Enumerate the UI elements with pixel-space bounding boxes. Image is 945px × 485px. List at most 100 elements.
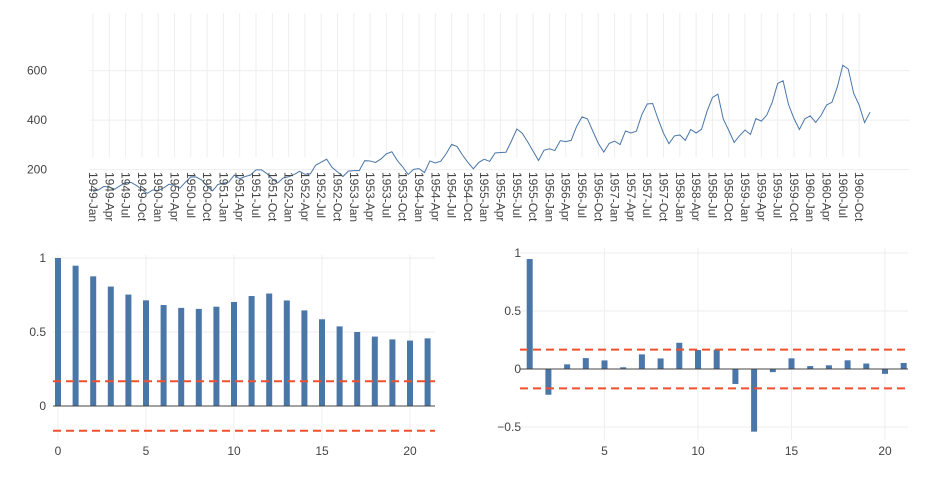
x-tick-label: 1959-Oct xyxy=(787,172,801,222)
acf-bar xyxy=(213,306,220,406)
acf-bar xyxy=(301,310,308,406)
acf-bar xyxy=(107,286,114,406)
x-tick-label: 1950-Jul xyxy=(184,172,198,218)
acf-bar xyxy=(657,358,664,369)
x-tick-label: 1957-Oct xyxy=(657,172,671,222)
x-tick-label: 10 xyxy=(227,444,241,458)
acf-bar xyxy=(526,259,533,369)
x-tick-label: 1959-Jan xyxy=(738,172,752,222)
x-tick-label: 1950-Oct xyxy=(200,172,214,222)
acf-bar xyxy=(178,307,185,406)
x-tick-label: 1953-Oct xyxy=(396,172,410,222)
acf-bar xyxy=(582,358,589,369)
acf-bar xyxy=(283,300,290,406)
x-tick-label: 1954-Oct xyxy=(461,172,475,222)
x-tick-label: 1957-Jul xyxy=(640,172,654,218)
y-tick-label: 0 xyxy=(39,399,46,413)
x-tick-label: 1958-Jan xyxy=(673,172,687,222)
acf-bar xyxy=(354,332,361,406)
acf-bar xyxy=(713,349,720,369)
x-tick-label: 1951-Oct xyxy=(265,172,279,222)
x-tick-label: 1949-Jul xyxy=(119,172,133,218)
x-tick-label: 1958-Apr xyxy=(689,172,703,221)
x-tick-label: 1951-Jan xyxy=(216,172,230,222)
x-tick-label: 1955-Oct xyxy=(526,172,540,222)
y-tick-label: 600 xyxy=(27,64,47,78)
y-tick-label: −0.5 xyxy=(497,420,521,434)
y-tick-label: 200 xyxy=(27,163,47,177)
x-tick-label: 15 xyxy=(315,444,329,458)
acf-bar xyxy=(863,363,870,369)
x-tick-label: 1958-Oct xyxy=(722,172,736,222)
x-tick-label: 1951-Jul xyxy=(249,172,263,218)
acf-bar xyxy=(769,369,776,373)
x-tick-label: 1957-Jan xyxy=(608,172,622,222)
x-tick-label: 1958-Jul xyxy=(705,172,719,218)
x-tick-label: 20 xyxy=(403,444,417,458)
x-tick-label: 1956-Apr xyxy=(559,172,573,221)
y-tick-label: 400 xyxy=(27,113,47,127)
acf-bar xyxy=(601,360,608,369)
acf-bar xyxy=(424,338,431,406)
acf-bar xyxy=(125,294,132,406)
acf-bar xyxy=(195,308,202,406)
acf-bar xyxy=(695,349,701,369)
x-tick-label: 1954-Apr xyxy=(428,172,442,221)
acf-bar xyxy=(371,336,378,406)
acf-bar xyxy=(732,369,739,384)
x-tick-label: 1952-Jan xyxy=(282,172,296,222)
acf-bar xyxy=(231,301,237,406)
x-tick-label: 1959-Apr xyxy=(754,172,768,221)
acf-bar xyxy=(564,364,571,369)
x-tick-label: 20 xyxy=(878,444,892,458)
x-tick-label: 1960-Jan xyxy=(803,172,817,222)
acf-bar xyxy=(620,367,627,369)
x-tick-label: 1957-Apr xyxy=(624,172,638,221)
acf-bar xyxy=(807,366,814,369)
x-tick-label: 1960-Apr xyxy=(820,172,834,221)
acf-bar xyxy=(72,265,79,406)
y-tick-label: 0.5 xyxy=(504,304,521,318)
acf-bar xyxy=(844,360,851,369)
x-tick-label: 1959-Jul xyxy=(771,172,785,218)
x-tick-label: 1953-Jul xyxy=(379,172,393,218)
pacf-chart: −0.500.515 10 15 20 xyxy=(497,246,908,458)
acf-bar xyxy=(90,276,97,406)
acf-bar xyxy=(751,369,758,432)
x-tick-label: 1952-Apr xyxy=(298,172,312,221)
x-tick-label: 5 xyxy=(143,444,150,458)
y-tick-label: 1 xyxy=(514,246,521,260)
x-tick-label: 1950-Apr xyxy=(168,172,182,221)
x-tick-label: 1956-Jan xyxy=(542,172,556,222)
x-tick-label: 1956-Jul xyxy=(575,172,589,218)
acf-chart: 00.510 5 10 15 20 xyxy=(29,251,435,458)
x-tick-label: 1960-Oct xyxy=(852,172,866,222)
x-tick-label: 1953-Apr xyxy=(363,172,377,221)
x-tick-label: 1960-Jul xyxy=(836,172,850,218)
acf-bar xyxy=(676,342,683,369)
y-tick-label: 1 xyxy=(39,251,46,265)
x-tick-label: 1953-Jan xyxy=(347,172,361,222)
x-tick-label: 1956-Oct xyxy=(591,172,605,222)
acf-bar xyxy=(389,339,396,406)
x-tick-label: 1955-Apr xyxy=(494,172,508,221)
x-tick-label: 1955-Jul xyxy=(510,172,524,218)
series-line xyxy=(92,64,871,194)
x-tick-label: 1952-Oct xyxy=(331,172,345,222)
x-tick-label: 1951-Apr xyxy=(233,172,247,221)
x-tick-label: 1949-Apr xyxy=(102,172,116,221)
x-tick-label: 1950-Jan xyxy=(151,172,165,222)
x-tick-label: 5 xyxy=(601,444,608,458)
acf-bar xyxy=(638,354,645,369)
acf-bar xyxy=(882,369,888,374)
x-tick-label: 1955-Jan xyxy=(477,172,491,222)
x-tick-label: 1949-Jan xyxy=(86,172,100,222)
acf-bar xyxy=(160,305,167,406)
x-tick-label: 10 xyxy=(691,444,705,458)
acf-bar xyxy=(55,258,61,406)
x-tick-label: 1954-Jul xyxy=(445,172,459,218)
acf-bar xyxy=(266,293,273,406)
x-tick-label: 1952-Jul xyxy=(314,172,328,218)
y-tick-label: 0.5 xyxy=(29,325,46,339)
